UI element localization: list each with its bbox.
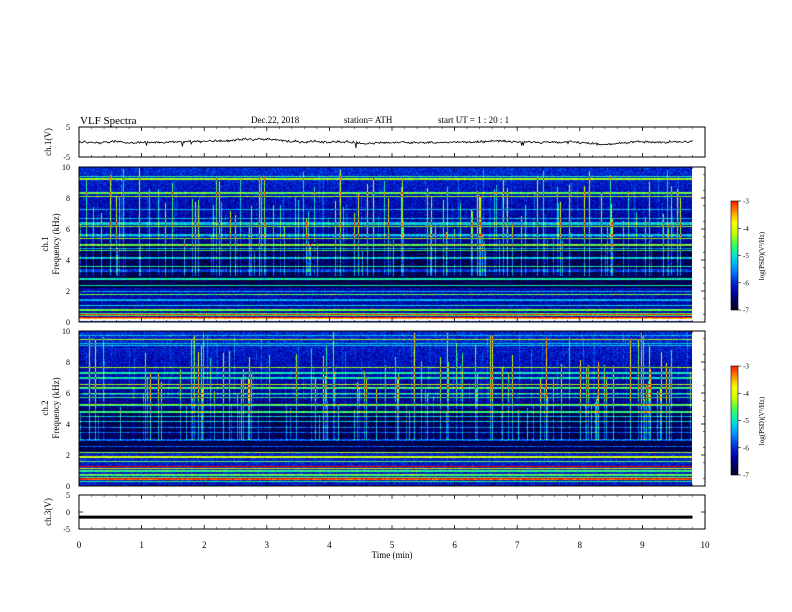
ch2-colorbar-label: log(PSD)(V²/Hz) bbox=[758, 396, 766, 445]
y-tick-label: 10 bbox=[62, 327, 70, 336]
x-tick-label: 3 bbox=[265, 540, 270, 550]
ch1-colorbar-gradient bbox=[730, 200, 739, 311]
y-tick-label: -5 bbox=[63, 153, 70, 162]
y-tick-label: 0 bbox=[66, 508, 70, 517]
y-tick-label: 8 bbox=[66, 194, 70, 203]
ch2-colorbar-gradient bbox=[730, 365, 739, 476]
station-label: station= ATH bbox=[344, 115, 393, 125]
colorbar-tick-label: -5 bbox=[743, 252, 749, 260]
colorbar-tick-label: -7 bbox=[743, 472, 749, 480]
x-tick-label: 6 bbox=[452, 540, 457, 550]
y-tick-label: 0 bbox=[66, 318, 70, 327]
y-tick-label: 0 bbox=[66, 482, 70, 491]
ch1-waveform-panel: 5 -5 ch.1(V) bbox=[43, 123, 706, 162]
ch3-ylabel: ch.3(V) bbox=[43, 498, 53, 526]
ch1-waveform-trace bbox=[78, 137, 693, 149]
x-tick-label: 8 bbox=[578, 540, 583, 550]
ch2-spectrogram-image bbox=[79, 331, 692, 486]
colorbar-tick-label: -6 bbox=[743, 444, 749, 452]
y-tick-label: 5 bbox=[66, 491, 70, 500]
colorbar-tick-label: -6 bbox=[743, 279, 749, 287]
ch3-waveform-panel: 5 0 -5 ch.3(V) bbox=[43, 491, 706, 534]
ch1-spectrogram-panel: 10 8 6 4 2 0 ch.1 Frequency (kHz) -3 -4 -5 -6 -7 … bbox=[40, 163, 766, 327]
ch2-spectrogram-panel: 10 8 6 4 2 0 ch.2 Frequency (kHz) -3 -4 -5 -6 -7 … bbox=[40, 327, 766, 491]
ch1-colorbar: -3 -4 -5 -6 -7 log(PSD)(V²/Hz) bbox=[730, 198, 766, 315]
date-label: Dec.22, 2018 bbox=[251, 115, 300, 125]
y-tick-label: 2 bbox=[66, 451, 70, 460]
colorbar-tick-label: -3 bbox=[743, 363, 749, 371]
ch1-spectrogram-y-ticks: 10 8 6 4 2 0 bbox=[62, 163, 705, 327]
colorbar-tick-label: -7 bbox=[743, 307, 749, 315]
x-tick-label: 1 bbox=[139, 540, 144, 550]
x-tick-label: 9 bbox=[640, 540, 645, 550]
x-tick-label: 0 bbox=[77, 540, 82, 550]
x-tick-label: 2 bbox=[202, 540, 207, 550]
ch2-spectrogram-y-ticks: 10 8 6 4 2 0 bbox=[62, 327, 705, 491]
ch1-spectrogram-image bbox=[79, 167, 692, 322]
colorbar-tick-label: -5 bbox=[743, 417, 749, 425]
colorbar-tick-label: -3 bbox=[743, 198, 749, 206]
y-tick-label: 4 bbox=[66, 256, 70, 265]
y-tick-label: 6 bbox=[66, 389, 70, 398]
ch2-spectrogram-ylabel-channel: ch.2 bbox=[40, 400, 50, 415]
x-tick-label: 4 bbox=[327, 540, 332, 550]
x-tick-label: 7 bbox=[515, 540, 520, 550]
ch1-colorbar-ticks: -3 -4 -5 -6 -7 bbox=[738, 198, 749, 315]
ch2-colorbar: -3 -4 -5 -6 -7 log(PSD)(V²/Hz) bbox=[730, 363, 766, 480]
y-tick-label: -5 bbox=[63, 525, 70, 534]
ch3-waveform-frame bbox=[78, 494, 706, 530]
y-tick-label: 4 bbox=[66, 420, 70, 429]
y-tick-label: 5 bbox=[66, 123, 70, 132]
figure-title: VLF Spectra bbox=[80, 115, 137, 127]
ch3-y-ticks: 5 0 -5 bbox=[63, 491, 705, 534]
ch1-ylabel: ch.1(V) bbox=[43, 128, 53, 156]
ch1-colorbar-label: log(PSD)(V²/Hz) bbox=[758, 231, 766, 280]
y-tick-label: 8 bbox=[66, 358, 70, 367]
ch1-spectrogram-ylabel-frequency: Frequency (kHz) bbox=[51, 213, 61, 274]
ch1-y-ticks: 5 -5 bbox=[63, 123, 705, 162]
colorbar-tick-label: -4 bbox=[743, 390, 749, 398]
start-ut-label: start UT = 1 : 20 : 1 bbox=[438, 115, 509, 125]
y-tick-label: 2 bbox=[66, 287, 70, 296]
ch2-colorbar-ticks: -3 -4 -5 -6 -7 bbox=[738, 363, 749, 480]
x-tick-label: 5 bbox=[390, 540, 395, 550]
ch1-spectrogram-ylabel-channel: ch.1 bbox=[40, 236, 50, 251]
y-tick-label: 10 bbox=[62, 163, 70, 172]
colorbar-tick-label: -4 bbox=[743, 225, 749, 233]
x-axis-label: Time (min) bbox=[372, 550, 413, 560]
x-tick-label: 10 bbox=[701, 540, 711, 550]
time-x-axis: 0 1 2 3 4 5 6 7 8 9 10 bbox=[77, 127, 710, 550]
ch2-spectrogram-ylabel-frequency: Frequency (kHz) bbox=[51, 377, 61, 438]
y-tick-label: 6 bbox=[66, 225, 70, 234]
